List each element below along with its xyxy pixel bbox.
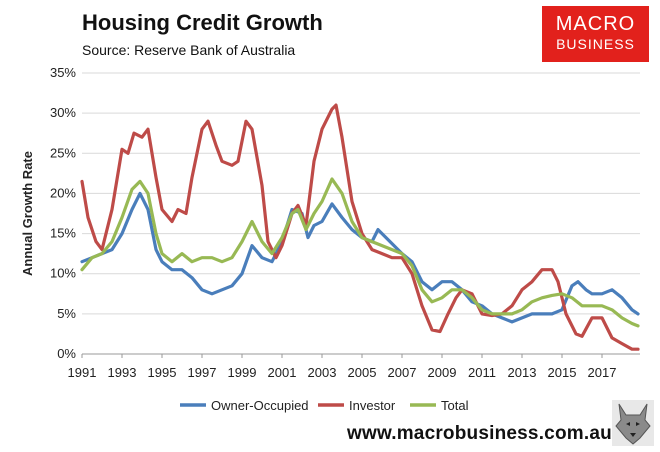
x-tick-label: 1997 — [188, 365, 217, 380]
series-line-total — [80, 177, 640, 328]
chart-subtitle: Source: Reserve Bank of Australia — [82, 42, 296, 58]
chart-title: Housing Credit Growth — [82, 10, 323, 35]
x-tick-label: 2013 — [508, 365, 537, 380]
x-tick-label: 2001 — [268, 365, 297, 380]
logo-line-business: BUSINESS — [556, 36, 635, 52]
y-tick-label: 20% — [50, 185, 76, 200]
y-tick-label: 25% — [50, 145, 76, 160]
x-tick-label: 2017 — [588, 365, 617, 380]
y-tick-label: 15% — [50, 226, 76, 241]
x-tick-label: 2003 — [308, 365, 337, 380]
x-tick-label: 2009 — [428, 365, 457, 380]
macro-business-logo: MACRO BUSINESS — [542, 6, 649, 62]
x-tick-label: 1995 — [148, 365, 177, 380]
legend-label: Owner-Occupied — [211, 398, 309, 413]
x-tick-label: 2005 — [348, 365, 377, 380]
series-line-investor — [80, 103, 640, 351]
legend-label: Total — [441, 398, 469, 413]
x-tick-label: 2007 — [388, 365, 417, 380]
legend-label: Investor — [349, 398, 396, 413]
x-tick-label: 1991 — [68, 365, 97, 380]
wolf-icon — [612, 400, 654, 446]
footer-url: www.macrobusiness.com.au — [347, 423, 612, 444]
x-tick-label: 2015 — [548, 365, 577, 380]
y-axis-label: Annual Growth Rate — [20, 151, 35, 276]
logo-line-macro: MACRO — [555, 13, 636, 35]
y-tick-label: 5% — [57, 306, 76, 321]
x-tick-label: 1993 — [108, 365, 137, 380]
y-tick-label: 10% — [50, 266, 76, 281]
y-tick-label: 30% — [50, 105, 76, 120]
y-tick-label: 0% — [57, 346, 76, 361]
y-tick-label: 35% — [50, 65, 76, 80]
x-tick-label: 2011 — [468, 365, 496, 380]
x-tick-label: 1999 — [228, 365, 257, 380]
